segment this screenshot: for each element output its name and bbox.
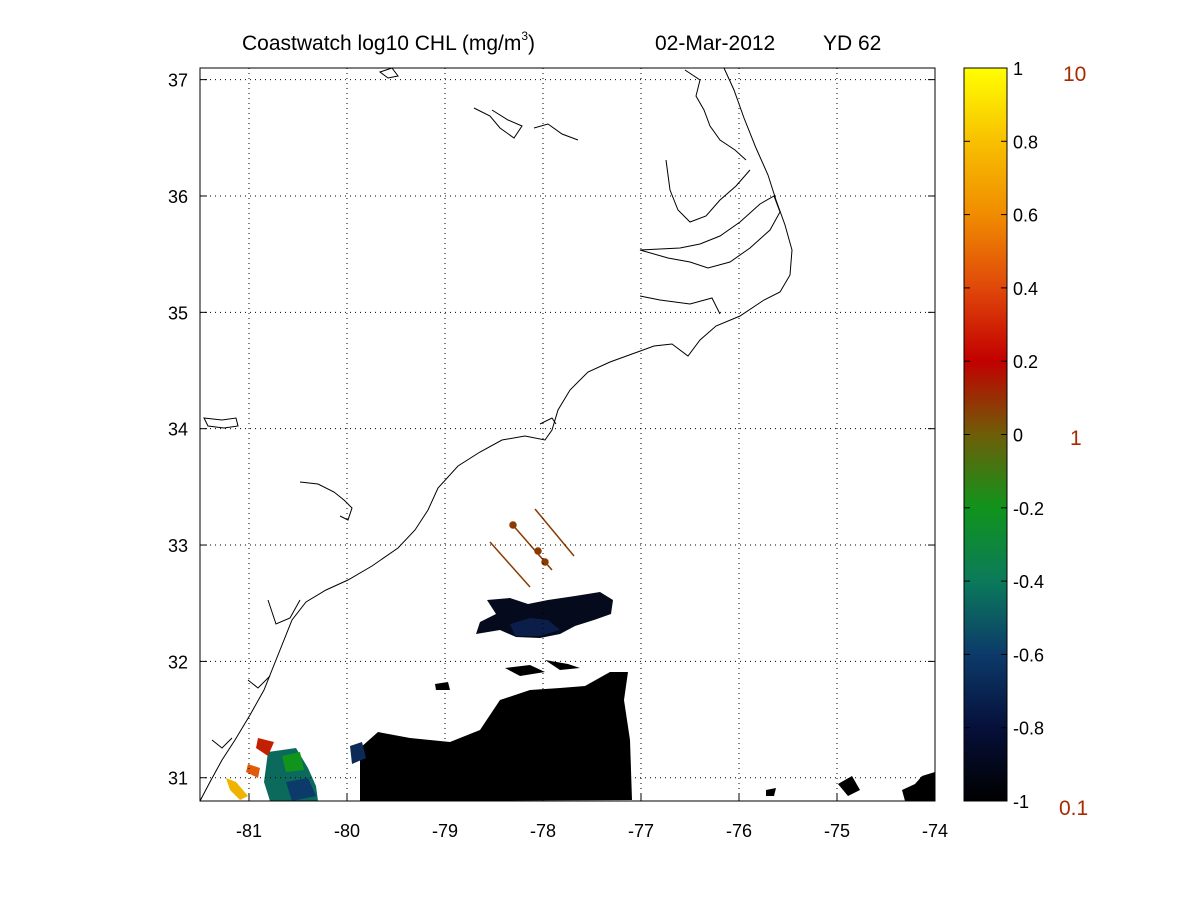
x-tick-label: -76 xyxy=(726,821,752,841)
map-date: 02-Mar-2012 xyxy=(655,32,775,55)
map-yearday: YD 62 xyxy=(823,32,881,55)
colorbar-ticks: 1 0.8 0.6 0.4 0.2 0 -0.2 -0.4 -0.6 -0.8 -1 xyxy=(964,59,1044,812)
colorbar-tick-label: -1 xyxy=(1013,792,1029,812)
colorbar-tick-label: -0.6 xyxy=(1013,645,1044,665)
colorbar-right-label-10: 10 xyxy=(1063,63,1086,86)
colorbar-tick-label: -0.4 xyxy=(1013,572,1044,592)
map-plot-area xyxy=(199,67,936,802)
colorbar-tick-label: 1 xyxy=(1013,59,1023,79)
y-tick-label: 32 xyxy=(168,652,188,672)
x-tick-label: -78 xyxy=(530,821,556,841)
colorbar: 1 0.8 0.6 0.4 0.2 0 -0.2 -0.4 -0.6 -0.8 -1 10 1 0.… xyxy=(963,59,1088,820)
colorbar-tick-label: 0.6 xyxy=(1013,206,1038,226)
y-tick-label: 37 xyxy=(168,71,188,91)
y-tick-label: 33 xyxy=(168,536,188,556)
y-tick-label: 34 xyxy=(168,420,188,440)
chlorophyll-data-layer xyxy=(226,592,935,801)
x-axis: -81 -80 -79 -78 -77 -76 -75 -74 xyxy=(236,794,948,841)
colorbar-tick-label: -0.2 xyxy=(1013,499,1044,519)
x-tick-label: -74 xyxy=(922,821,948,841)
colorbar-tick-label: 0 xyxy=(1013,426,1023,446)
map-grid xyxy=(200,68,935,801)
map-background xyxy=(200,68,935,801)
colorbar-gradient xyxy=(964,68,1007,801)
colorbar-tick-label: 0.8 xyxy=(1013,132,1038,152)
colorbar-tick-label: -0.8 xyxy=(1013,719,1044,739)
y-tick-label: 31 xyxy=(168,769,188,789)
y-axis: 37 36 35 34 33 32 31 xyxy=(168,71,935,789)
x-tick-label: -79 xyxy=(432,821,458,841)
colorbar-tick-label: 0.2 xyxy=(1013,352,1038,372)
y-tick-label: 35 xyxy=(168,303,188,323)
colorbar-right-label-1: 1 xyxy=(1070,427,1082,450)
x-tick-label: -81 xyxy=(236,821,262,841)
colorbar-tick-label: 0.4 xyxy=(1013,279,1038,299)
x-tick-label: -77 xyxy=(628,821,654,841)
track-layer xyxy=(489,508,575,588)
map-title: Coastwatch log10 CHL (mg/m3) xyxy=(242,29,535,55)
x-tick-label: -75 xyxy=(824,821,850,841)
x-tick-label: -80 xyxy=(334,821,360,841)
map-frame xyxy=(199,67,936,802)
colorbar-right-label-0-1: 0.1 xyxy=(1059,797,1088,820)
y-tick-label: 36 xyxy=(168,187,188,207)
coastline-layer xyxy=(200,68,793,801)
